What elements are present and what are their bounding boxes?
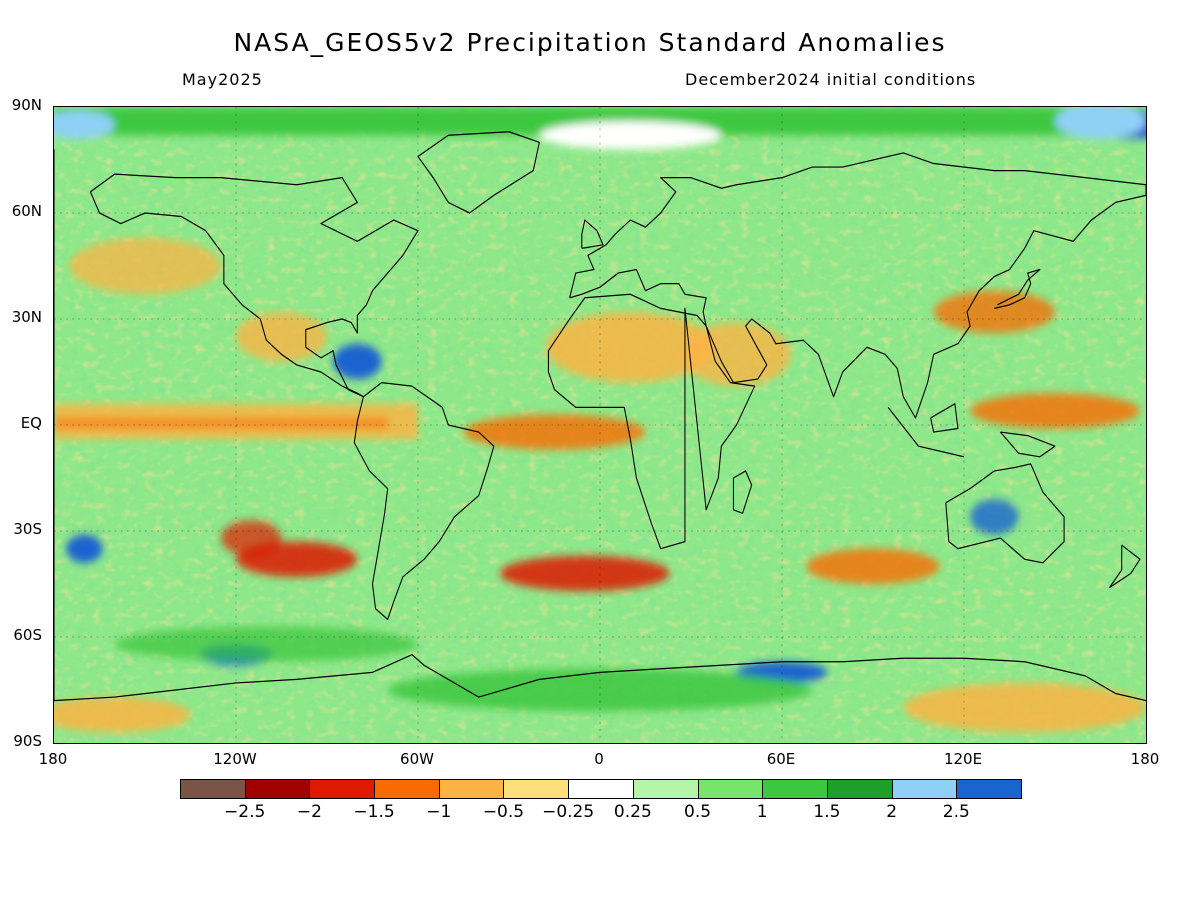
colorbar-swatch (632, 779, 699, 799)
new-zealand-coast (1109, 544, 1141, 589)
mexico-dry (236, 311, 327, 362)
antarctic-green (387, 668, 813, 712)
caribbean-wet (333, 343, 382, 380)
west-pacific-dry (970, 393, 1140, 429)
arctic-lightblue (1055, 107, 1146, 139)
equatorial-pacific-dry2 (54, 417, 388, 429)
colorbar-swatch (503, 779, 570, 799)
colorbar-label: 0.5 (684, 802, 712, 822)
longitude-label: 180 (1130, 750, 1160, 768)
valid-month-label: May2025 (182, 70, 263, 89)
colorbar-label: 2.5 (942, 802, 970, 822)
coastlines (54, 131, 1146, 702)
colorbar-label: 1 (756, 802, 768, 822)
colorbar-label: 1.5 (813, 802, 841, 822)
colorbar-label: −2 (296, 802, 322, 822)
longitude-label: 120W (213, 750, 257, 768)
longitude-label: 60E (766, 750, 796, 768)
colorbar-swatch (180, 779, 246, 799)
colorbar-swatch (891, 779, 958, 799)
sahara-dry (545, 311, 716, 383)
latitude-label: 90N (11, 96, 42, 114)
latitude-label: 90S (13, 732, 42, 750)
colorbar-swatch (568, 779, 634, 799)
east-asia-dry (933, 290, 1055, 334)
madagascar-coast (732, 470, 753, 514)
colorbar-swatch (374, 779, 440, 799)
colorbar (180, 779, 1022, 801)
indonesia-coast (887, 403, 1056, 458)
southern-ocean-dry-2 (499, 555, 670, 592)
colorbar-label: −2.5 (224, 802, 266, 822)
australia-wet (970, 499, 1019, 535)
colorbar-label: −0.5 (482, 802, 525, 822)
south-pacific-wet-2 (66, 534, 103, 563)
latitude-label: 30S (13, 520, 42, 538)
greenland-coast (417, 131, 540, 214)
longitude-label: 120E (943, 750, 983, 768)
anomaly-map (53, 106, 1147, 744)
uk-coast (581, 219, 604, 249)
north-america-coast (89, 173, 419, 398)
longitude-label: 60W (400, 750, 434, 768)
colorbar-swatch (438, 779, 505, 799)
japan-coast (994, 268, 1041, 310)
colorbar-swatch (244, 779, 311, 799)
colorbar-swatch (697, 779, 764, 799)
arctic-blue-west (54, 110, 115, 139)
map-title: NASA_GEOS5v2 Precipitation Standard Anom… (233, 28, 947, 57)
indian-ocean-dry (806, 548, 940, 584)
colorbar-label: −1.5 (353, 802, 395, 822)
latitude-label: EQ (20, 414, 42, 432)
eurasia-coast (569, 152, 1146, 419)
antarctic-dry-west (54, 697, 191, 733)
latitude-label: 60N (11, 202, 42, 220)
arctic-white (539, 121, 722, 150)
south-america-coast (353, 381, 495, 620)
antarctica-coast (54, 149, 1146, 702)
australia-coast (945, 463, 1065, 564)
arabia-dry (681, 322, 792, 387)
southern-ocean-dry-3 (220, 520, 282, 556)
colorbar-swatch (826, 779, 893, 799)
africa-coast (547, 293, 756, 550)
colorbar-label: 0.25 (613, 802, 652, 822)
colorbar-swatch (309, 779, 376, 799)
north-pacific-dry (69, 237, 221, 295)
latitude-label: 30N (11, 308, 42, 326)
colorbar-swatch (956, 779, 1022, 799)
equatorial-atlantic-dry (463, 414, 646, 450)
colorbar-label: 2 (886, 802, 898, 822)
colorbar-swatch (762, 779, 828, 799)
initial-conditions-label: December2024 initial conditions (685, 70, 977, 89)
colorbar-label: −1 (426, 802, 452, 822)
latitude-label: 60S (13, 626, 42, 644)
colorbar-label: −0.25 (542, 802, 595, 822)
southern-green (114, 626, 418, 662)
longitude-label: 0 (594, 750, 604, 768)
longitude-label: 180 (38, 750, 68, 768)
graticule (54, 107, 1146, 743)
